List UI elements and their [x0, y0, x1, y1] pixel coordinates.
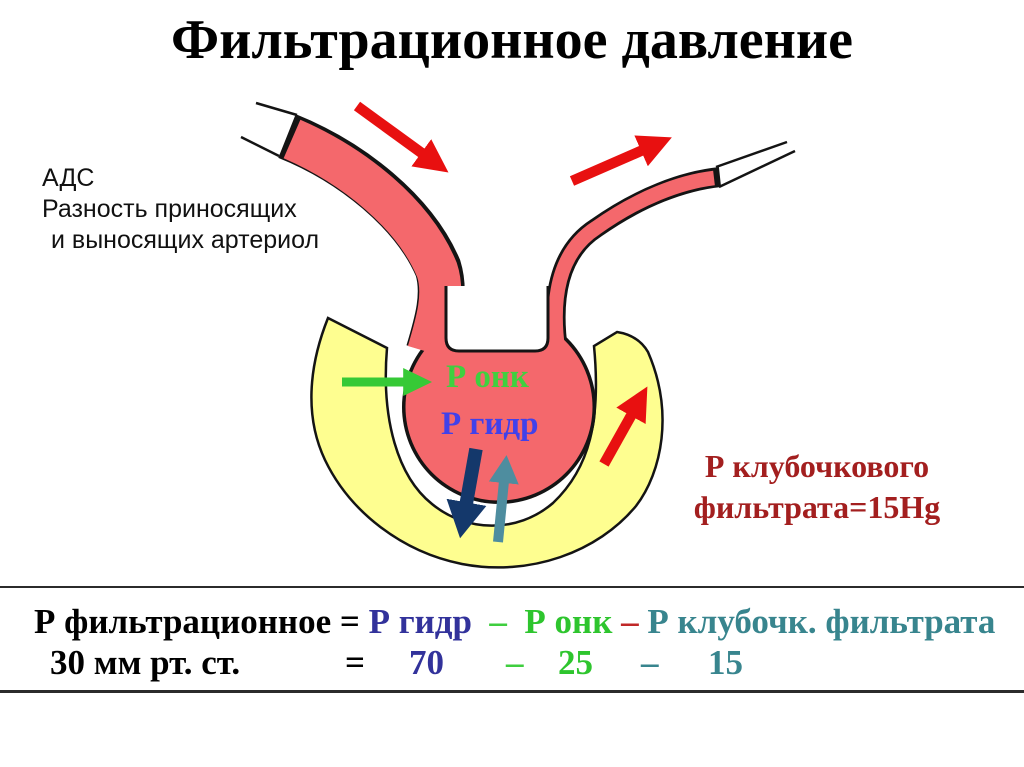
value-hydrostatic: 70	[409, 643, 444, 682]
vascular-pole-notch	[444, 286, 550, 353]
value-equals: =	[345, 643, 365, 682]
value-filtrate: 15	[708, 643, 743, 682]
adc-note-line2: Разность приносящих	[42, 195, 297, 223]
filtrate-pressure-note-line2: фильтрата=15Hg	[693, 489, 941, 525]
filtrate-flow-arrow	[599, 386, 648, 467]
adc-note: АДС Разность приносящих и выносящих арте…	[42, 163, 319, 256]
divider-line-bottom	[0, 690, 1024, 693]
equation-lhs: Р фильтрационное =	[34, 602, 369, 641]
value-result: 30 мм рт. ст.	[50, 643, 241, 682]
value-minus-2: –	[641, 643, 659, 682]
equation-minus-1: –	[471, 602, 525, 641]
blood-inflow-arrow	[353, 101, 449, 173]
adc-note-line3: и выносящих артериол	[51, 226, 320, 254]
efferent-wall-line	[718, 149, 796, 189]
hydrostatic-pressure-label: Р гидр	[441, 406, 539, 442]
filtrate-pressure-note-line1: Р клубочкового	[704, 448, 930, 484]
divider-line-top	[0, 586, 1024, 588]
afferent-wall-line	[255, 101, 298, 117]
page-title: Фильтрационное давление	[170, 9, 853, 71]
adc-note-line1: АДС	[42, 164, 95, 192]
blood-outflow-arrow	[569, 135, 672, 186]
efferent-arteriole	[548, 170, 715, 351]
filtration-pressure-equation: Р фильтрационное = Р гидр – Р онк – Р кл…	[34, 602, 995, 642]
value-oncotic: 25	[558, 643, 593, 682]
glomerulus-capillary	[405, 313, 593, 501]
filtration-pressure-values: 30 мм рт. ст. = 70 – 25 – 15	[0, 643, 1024, 688]
equation-term-hydrostatic: Р гидр	[368, 602, 472, 641]
oncotic-pressure-label: Р онк	[446, 359, 529, 395]
afferent-wall-line	[240, 135, 280, 158]
filtrate-pressure-note: Р клубочкового фильтрата=15Hg	[652, 446, 982, 528]
capsule-backpressure-arrow	[488, 455, 519, 543]
equation-term-filtrate: Р клубочк. фильтрата	[647, 602, 996, 641]
equation-minus-2: –	[612, 602, 648, 641]
value-minus-1: –	[506, 643, 524, 682]
equation-term-oncotic: Р онк	[524, 602, 613, 641]
efferent-wall-line	[715, 140, 788, 169]
afferent-arteriole	[283, 119, 462, 359]
hydrostatic-filtration-arrow	[446, 447, 487, 539]
